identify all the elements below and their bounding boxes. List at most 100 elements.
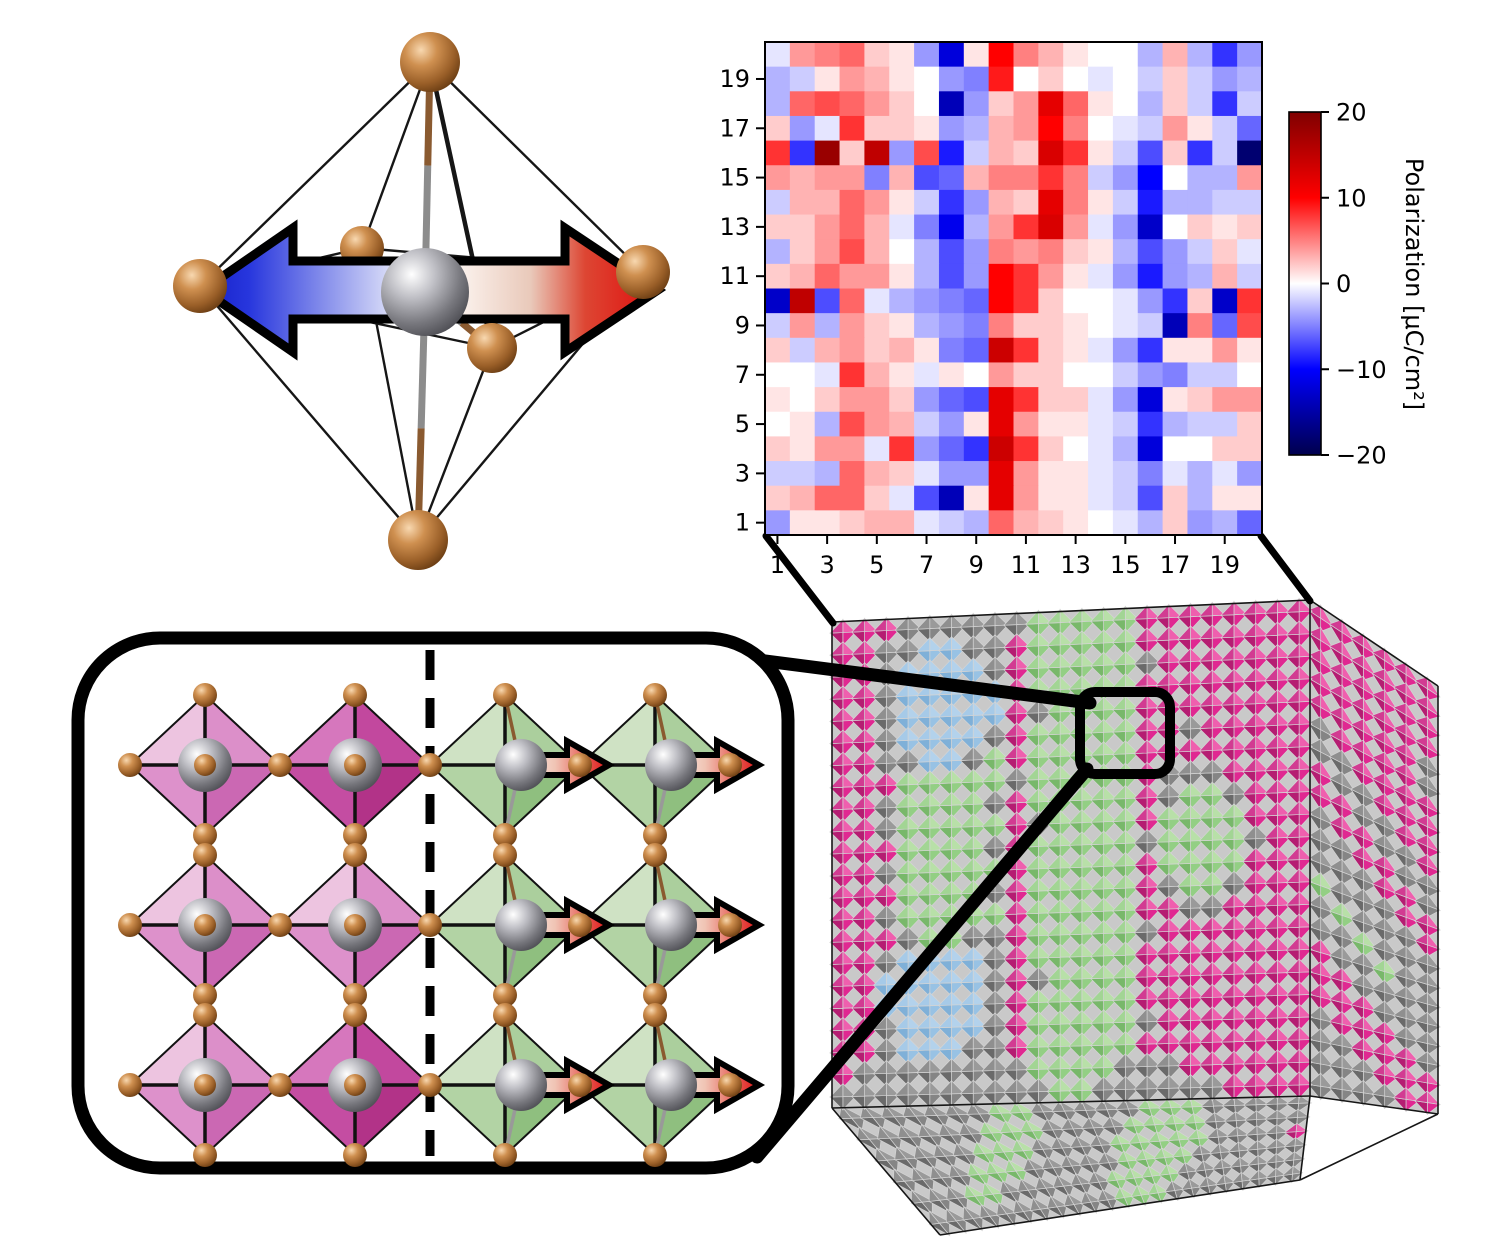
heatmap-cell (963, 115, 990, 142)
heatmap-cell (814, 42, 841, 68)
heatmap-cell (1112, 140, 1139, 166)
heatmap-cell (914, 91, 940, 117)
heatmap-cell (1187, 42, 1213, 68)
heatmap-cell (1187, 214, 1213, 240)
heatmap-cell (839, 362, 865, 388)
heatmap-cell (1013, 411, 1039, 437)
heatmap-cell (1088, 485, 1114, 511)
heatmap-cell (789, 66, 816, 92)
heatmap-cell (938, 239, 965, 265)
heatmap-cell (914, 337, 940, 364)
heatmap-cell (1212, 140, 1238, 166)
displacement-arrows (508, 735, 766, 1115)
heatmap-cell (1237, 313, 1263, 339)
heatmap-cell (839, 239, 865, 265)
heatmap-cell (1162, 485, 1189, 511)
heatmap-cell (1137, 239, 1164, 265)
heatmap-cell (1162, 436, 1189, 462)
heatmap-cell (1212, 288, 1238, 314)
heatmap-cell (1112, 189, 1139, 216)
heatmap-cell (1088, 337, 1114, 364)
heatmap-cell (839, 436, 865, 462)
y-tick-label: 1 (735, 509, 750, 537)
heatmap-cell (889, 313, 915, 339)
heatmap-cell (765, 337, 791, 364)
heatmap-cell (889, 189, 915, 216)
heatmap-cell (789, 288, 816, 314)
oxygen-atom (568, 753, 592, 777)
heatmap-cell (1237, 362, 1263, 388)
heatmap-cell (1038, 436, 1064, 462)
oxygen-atom (418, 753, 442, 777)
heatmap-cell (864, 91, 890, 117)
heatmap-cell (1112, 288, 1139, 314)
heatmap-cell (789, 140, 816, 166)
heatmap-cell (1112, 66, 1139, 92)
heatmap-cell (765, 510, 791, 536)
oxygen-atom (193, 843, 217, 867)
heatmap-cell (1212, 436, 1238, 462)
heatmap-cell (1237, 510, 1263, 536)
heatmap-cell (765, 165, 791, 191)
heatmap-cell (889, 165, 915, 191)
heatmap-cell (914, 313, 940, 339)
oxygen-atom (418, 1073, 442, 1097)
heatmap-cell (765, 362, 791, 388)
heatmap-cell (1237, 411, 1263, 437)
heatmap-cell (765, 115, 791, 142)
heatmap-cell (765, 485, 791, 511)
heatmap-cell (839, 337, 865, 364)
x-tick-label: 13 (1060, 551, 1091, 579)
lattice-callout (71, 631, 795, 1175)
heatmap-cell (1237, 436, 1263, 462)
b-site-atom-displaced (645, 1059, 697, 1111)
heatmap-cell (1088, 115, 1114, 142)
heatmap-cell (1088, 140, 1114, 166)
heatmap-cell (963, 485, 990, 511)
cube-bottom-face (832, 1094, 1313, 1237)
heatmap-cell (1013, 288, 1039, 314)
heatmap-cell (1187, 387, 1213, 413)
heatmap-cell (1013, 91, 1039, 117)
heatmap-cell (1112, 362, 1139, 388)
heatmap-cell (1187, 66, 1213, 92)
heatmap-cell (914, 263, 940, 290)
heatmap-cell (864, 337, 890, 364)
heatmap-cell (938, 337, 965, 364)
heatmap-cell (1212, 362, 1238, 388)
heatmap-cell (1112, 165, 1139, 191)
heatmap-cell (1187, 362, 1213, 388)
oxygen-atom (343, 823, 367, 847)
heatmap-cell (864, 189, 890, 216)
heatmap-cell (1088, 42, 1114, 68)
heatmap-cell (1063, 313, 1089, 339)
heatmap-cell (889, 115, 915, 142)
heatmap-cell (988, 313, 1015, 339)
heatmap-cell (789, 485, 816, 511)
heatmap-cell (889, 288, 915, 314)
heatmap-cell (938, 387, 965, 413)
oxygen-atom (193, 1003, 217, 1027)
heatmap-cell (1212, 510, 1238, 536)
oxygen-atom (268, 753, 292, 777)
apical-oxygen-atom (344, 754, 366, 776)
heatmap-cell (814, 436, 841, 462)
colorbar-label: Polarization [μC/cm²] (1400, 158, 1428, 410)
heatmap-cell (889, 387, 915, 413)
heatmap-cell (1187, 140, 1213, 166)
heatmap-cell (839, 66, 865, 92)
y-tick-label: 19 (719, 65, 750, 93)
heatmap-cell (1137, 461, 1164, 487)
heatmap-cell (988, 214, 1015, 240)
heatmap-cell (1162, 411, 1189, 437)
heatmap-cell (1137, 510, 1164, 536)
heatmap-cell (1112, 42, 1139, 68)
heatmap-cell (765, 411, 791, 437)
heatmap-cube-connector-right (1257, 532, 1314, 605)
heatmap-cell (1137, 263, 1164, 290)
heatmap-cell (789, 313, 816, 339)
heatmap-cell (814, 115, 841, 142)
heatmap-cell (914, 214, 940, 240)
oxygen-atom (643, 1143, 667, 1167)
heatmap-cell (1088, 214, 1114, 240)
